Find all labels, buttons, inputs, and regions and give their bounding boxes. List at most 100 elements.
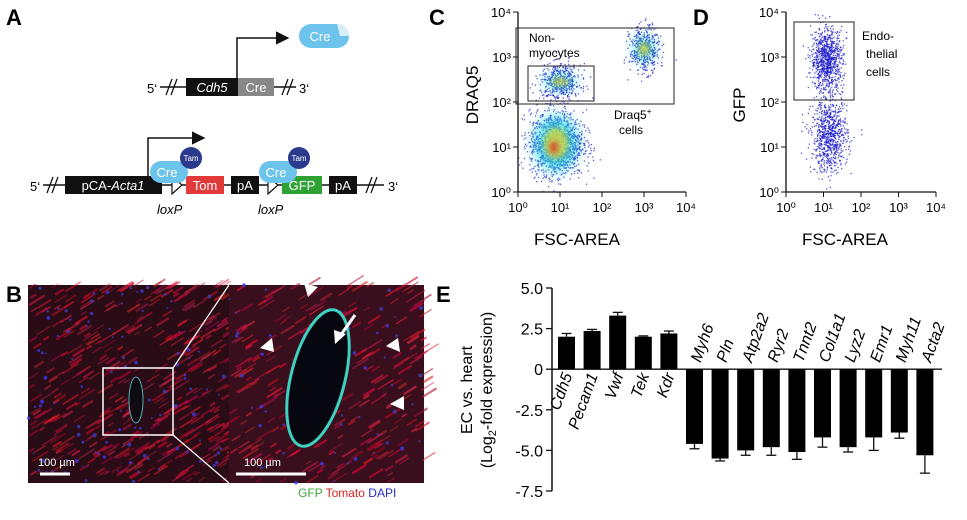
y-tick-label: -7.5 xyxy=(515,484,543,501)
x-tick-label: 10³ xyxy=(889,200,908,215)
inset-box xyxy=(102,367,174,436)
panel-c: C DRAQ5 FSC-AREA 10⁰10⁰10¹10¹10²10²10³10… xyxy=(429,5,696,249)
x-tick-label: 10⁰ xyxy=(776,200,796,215)
cre-protein-label: Cre xyxy=(310,29,331,44)
five-prime-label: 5‘ xyxy=(30,179,40,194)
bar-acta2 xyxy=(916,369,934,456)
transcription-arrow xyxy=(147,131,206,176)
y-axis-label: GFP xyxy=(730,88,749,123)
gate-non-myocytes xyxy=(527,65,595,102)
bar-myh6 xyxy=(686,369,703,444)
tam-label: Tam xyxy=(291,154,306,163)
gate-label-endothelial: Endo-thelial cells xyxy=(862,29,897,79)
loxp-label-1: loxP xyxy=(157,202,183,217)
y-axis-label-units: (Log2-fold expression) xyxy=(479,312,499,468)
y-tick-label: 10² xyxy=(760,95,779,110)
category-label: Vwf xyxy=(602,369,628,401)
scale-bar-label: 100 µm xyxy=(244,457,281,469)
bar-cdh5 xyxy=(558,336,575,370)
scale-bar-label: 100 µm xyxy=(38,457,75,469)
pca-acta1-promoter-block xyxy=(65,176,162,194)
x-tick-label: 10⁰ xyxy=(508,200,528,215)
five-prime-label: 5‘ xyxy=(147,81,157,96)
x-tick-label: 10² xyxy=(593,200,612,215)
bar-col1a1 xyxy=(814,369,831,438)
panel-a: A 5‘ Cdh5 Cre 3‘ Cre 5‘ xyxy=(6,5,398,217)
zoom-connector xyxy=(172,284,230,369)
micrograph-low-mag: 100 µm xyxy=(26,278,244,484)
y-tick-label: -2.5 xyxy=(515,403,543,420)
gate-draq5-positive xyxy=(515,27,675,105)
category-label: Kdr xyxy=(654,370,679,400)
panel-label-d: D xyxy=(693,5,709,30)
cdh5-promoter-block xyxy=(186,78,238,96)
y-tick-label: -5.0 xyxy=(515,443,543,460)
bar-tek xyxy=(634,336,652,370)
cre-protein-bubble: Cre xyxy=(299,24,349,48)
tom-label: Tom xyxy=(193,178,218,193)
x-tick-label: 10¹ xyxy=(814,200,833,215)
transcription-arrow xyxy=(236,31,290,78)
category-label: Pln xyxy=(714,337,738,365)
three-prime-label: 3‘ xyxy=(299,81,309,96)
category-label: Lyz2 xyxy=(842,327,869,364)
panel-label-b: B xyxy=(6,282,22,307)
cre-tam-complex-2: Cre Tam xyxy=(259,147,310,183)
y-tick-label: 10⁰ xyxy=(759,185,779,200)
x-tick-label: 10⁴ xyxy=(676,200,696,215)
pa-label-2: pA xyxy=(335,178,351,193)
y-axis-label: DRAQ5 xyxy=(463,66,482,125)
y-tick-label: 10³ xyxy=(760,50,779,65)
category-label: Emr1 xyxy=(867,323,896,365)
x-tick-label: 10⁴ xyxy=(926,200,946,215)
zoom-connector xyxy=(172,434,230,484)
category-label: Acta2 xyxy=(918,320,948,365)
x-axis-label: FSC-AREA xyxy=(534,230,621,249)
x-tick-label: 10³ xyxy=(635,200,654,215)
panel-d: D GFP FSC-AREA 10⁰10⁰10¹10¹10²10²10³10³1… xyxy=(693,5,946,249)
channel-legend: GFP Tomato DAPI xyxy=(298,486,396,500)
break-mark xyxy=(51,176,59,194)
y-tick-label: 10² xyxy=(492,95,511,110)
y-tick-label: 10³ xyxy=(492,50,511,65)
gfp-label: GFP xyxy=(289,178,316,193)
event-dots xyxy=(518,18,677,194)
tam-label: Tam xyxy=(183,154,198,163)
cre-label: Cre xyxy=(266,165,287,180)
bar-emr1 xyxy=(865,369,883,438)
gate-endothelial xyxy=(793,21,855,101)
panel-label-c: C xyxy=(429,5,445,30)
y-tick-label: 10⁰ xyxy=(491,185,511,200)
y-tick-label: 10¹ xyxy=(760,140,779,155)
panel-e: E EC vs. heart (Log2-fold expression) 5.… xyxy=(436,281,949,501)
panel-label-e: E xyxy=(436,282,451,307)
three-prime-label: 3‘ xyxy=(388,179,398,194)
bar-myh11 xyxy=(890,369,908,433)
bar-pecam1 xyxy=(583,331,601,370)
break-mark xyxy=(165,78,173,96)
x-axis-label: FSC-AREA xyxy=(802,230,889,249)
break-mark xyxy=(170,78,178,96)
y-tick-label: 2.5 xyxy=(521,322,543,339)
y-tick-label: 0 xyxy=(534,362,543,379)
pa-block-2 xyxy=(329,176,357,194)
pa-block-1 xyxy=(231,176,259,194)
y-tick-label: 10⁴ xyxy=(491,5,511,20)
pa-label-1: pA xyxy=(237,178,253,193)
break-mark xyxy=(281,78,289,96)
y-tick-label: 10¹ xyxy=(492,140,511,155)
cre-label: Cre xyxy=(157,165,178,180)
cre-block-label: Cre xyxy=(246,80,267,95)
bar-vwf xyxy=(609,315,627,370)
gate-label-non-myocytes: Non-myocytes xyxy=(529,31,580,60)
vessel-lumen xyxy=(128,376,144,424)
bar-ryr2 xyxy=(762,369,780,448)
bar-pln xyxy=(711,369,729,459)
bar-atp2a2 xyxy=(737,369,755,451)
event-dots xyxy=(800,14,863,190)
bar-lyz2 xyxy=(839,369,857,448)
category-label: Tek xyxy=(628,370,653,400)
